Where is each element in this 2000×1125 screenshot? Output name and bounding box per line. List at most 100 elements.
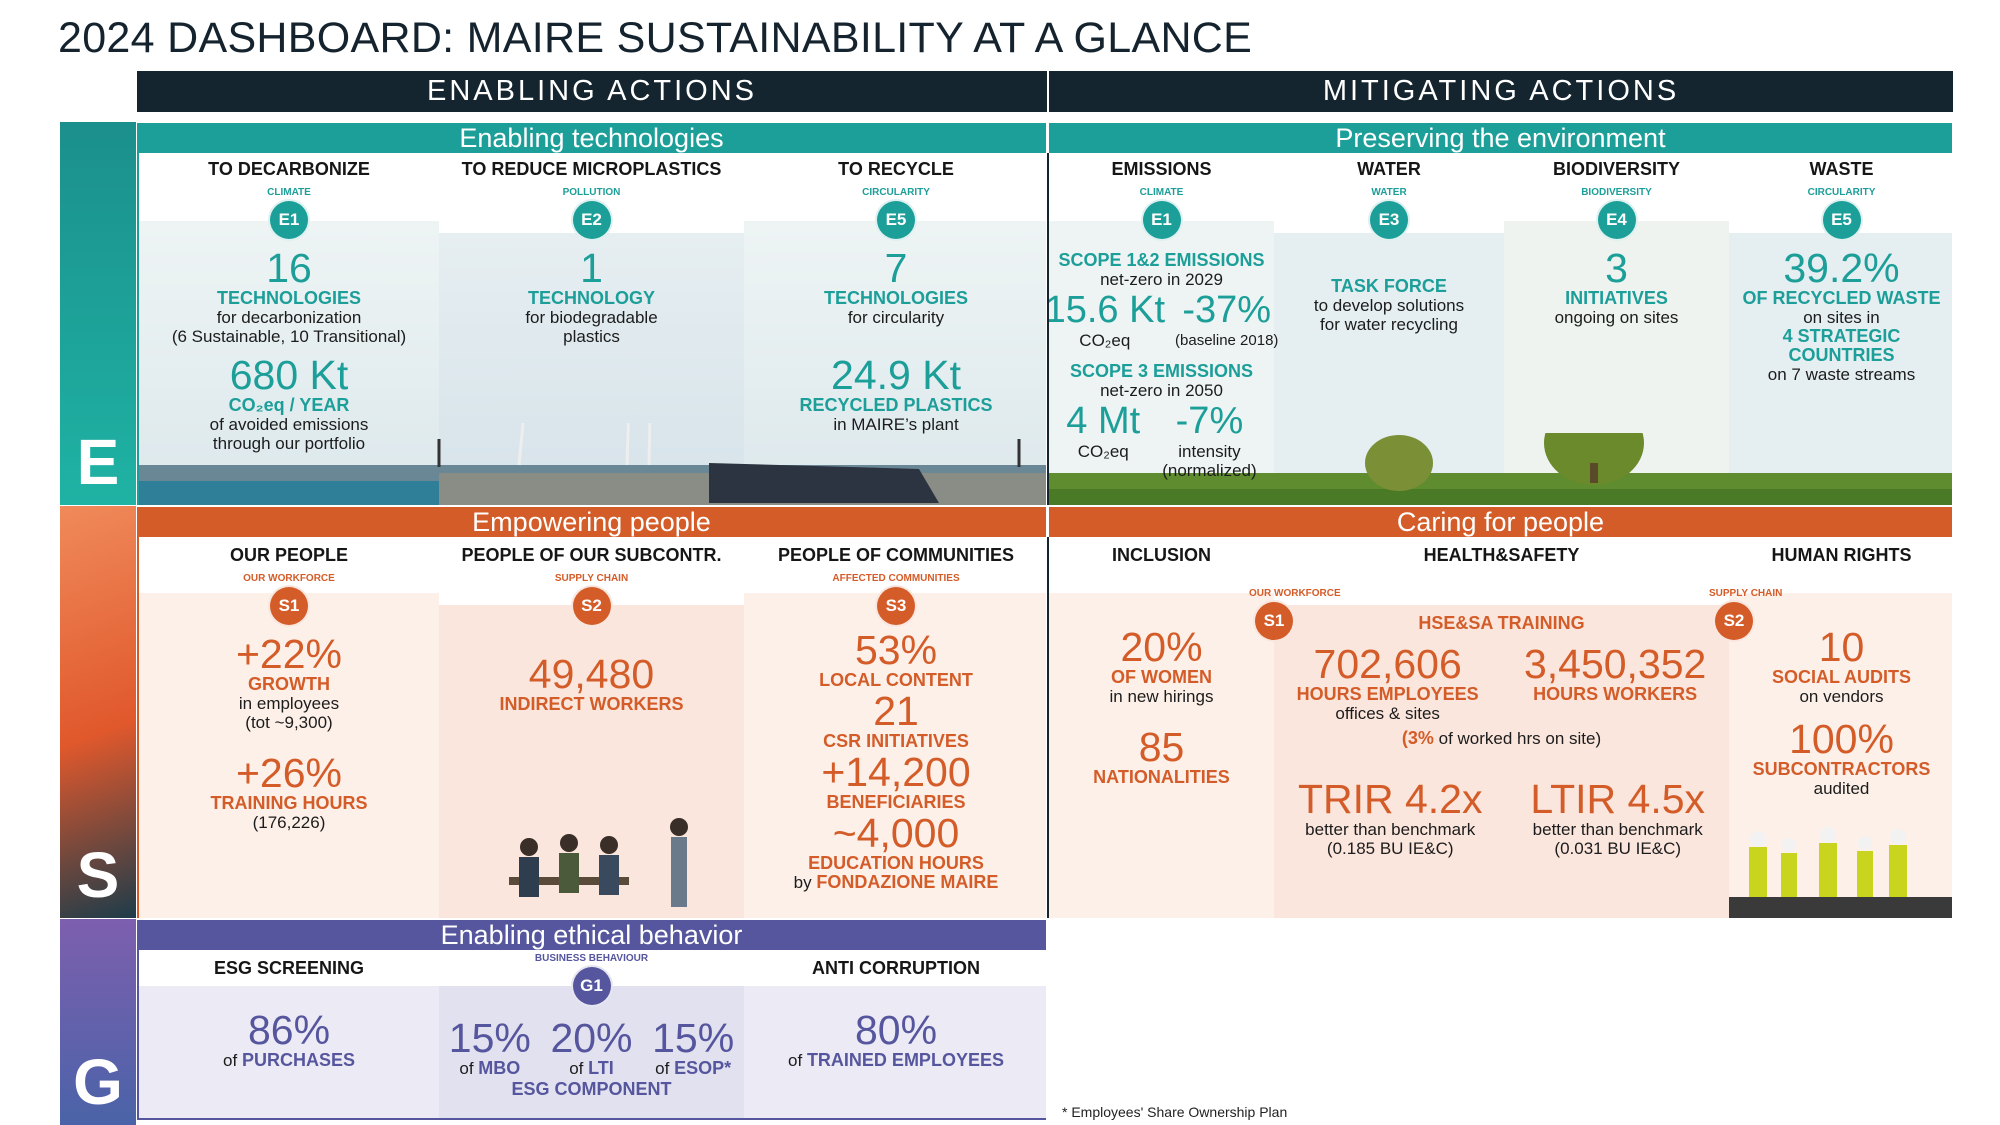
empowering-people-panel: OUR PEOPLE OUR WORKFORCE S1 +22% GROWTH … <box>137 537 1046 918</box>
empowering-people-header: Empowering people <box>137 507 1046 537</box>
page-title: 2024 DASHBOARD: MAIRE SUSTAINABILITY AT … <box>58 14 1253 62</box>
s1-badge-2: S1 <box>1253 600 1295 642</box>
lti-value: 20% <box>550 1015 633 1061</box>
onsite-percentage: (3% <box>1401 728 1434 748</box>
microplastics-desc-1: for biodegradable <box>525 308 658 327</box>
hours-employees-value: 702,606 <box>1313 641 1462 687</box>
fondazione-maire: FONDAZIONE MAIRE <box>816 872 999 892</box>
trained-employees-label: TRAINED EMPLOYEES <box>806 1050 1004 1070</box>
education-by: by <box>793 873 812 892</box>
recycled-waste-label: OF RECYCLED WASTE <box>1742 288 1941 308</box>
avoided-emissions-desc-1: of avoided emissions <box>209 415 369 434</box>
hr-badge-group: SUPPLY CHAIN S2 <box>1709 588 1783 642</box>
trir-value: TRIR 4.2x <box>1297 776 1483 822</box>
nationalities-value: 85 <box>1138 724 1185 770</box>
g1-badge: G1 <box>570 965 613 1007</box>
lti-label: LTI <box>588 1058 614 1078</box>
e5-badge-2: E5 <box>1820 199 1863 241</box>
indirect-workers-label: INDIRECT WORKERS <box>499 694 684 714</box>
climate-caption-2: CLIMATE <box>1139 187 1184 198</box>
hours-employees-desc: offices & sites <box>1335 704 1440 723</box>
scope3-intensity: intensity <box>1178 442 1241 461</box>
growth-label: GROWTH <box>248 674 330 694</box>
water-desc-2: for water recycling <box>1320 315 1458 334</box>
subcontractors-column: PEOPLE OF OUR SUBCONTR. SUPPLY CHAIN S2 … <box>439 545 744 714</box>
recycle-column: TO RECYCLE CIRCULARITY E5 7 TECHNOLOGIES… <box>744 159 1046 434</box>
emissions-heading: EMISSIONS <box>1111 159 1212 179</box>
waste-desc-2: on 7 waste streams <box>1767 365 1916 384</box>
scope3-value: 4 Mt <box>1066 400 1141 442</box>
growth-desc-1: in employees <box>238 694 340 713</box>
training-hours-desc: (176,226) <box>252 813 326 832</box>
women-desc: in new hirings <box>1109 687 1214 706</box>
supply-chain-caption: SUPPLY CHAIN <box>554 573 629 584</box>
scope12-sub: net-zero in 2029 <box>1100 270 1223 289</box>
ltir-desc-2: (0.031 BU IE&C) <box>1554 839 1682 858</box>
health-safety-column: HEALTH&SAFETY HSE&SA TRAINING 702,606 HO… <box>1274 545 1729 858</box>
esg-screening-column: ESG SCREENING 86% of PURCHASES <box>139 958 439 1070</box>
decarbonize-desc-1: for decarbonization <box>216 308 362 327</box>
scope12-baseline: (baseline 2018) <box>1175 332 1279 349</box>
decarbonize-technologies-value: 16 <box>266 245 312 291</box>
safety-workers-photo <box>1729 827 1952 918</box>
green-meadow-landscape <box>1049 433 1952 505</box>
emissions-column: EMISSIONS CLIMATE E1 SCOPE 1&2 EMISSIONS… <box>1049 159 1278 480</box>
pillar-g: G <box>60 919 136 1125</box>
trir-desc-1: better than benchmark <box>1305 820 1476 839</box>
recycle-technologies-value: 7 <box>884 245 908 291</box>
waste-heading: WASTE <box>1809 159 1874 179</box>
enabling-technologies-header: Enabling technologies <box>137 123 1046 153</box>
microplastics-desc-2: plastics <box>563 327 620 346</box>
biodiversity-desc: ongoing on sites <box>1554 308 1679 327</box>
water-heading: WATER <box>1357 159 1421 179</box>
s2-badge: S2 <box>570 585 613 627</box>
avoided-emissions-label: CO₂eq / YEAR <box>228 395 350 415</box>
recycled-plastics-desc: in MAIRE’s plant <box>833 415 959 434</box>
e3-badge: E3 <box>1368 199 1410 241</box>
climate-caption: CLIMATE <box>267 187 311 198</box>
subcontractors-audited-label: SUBCONTRACTORS <box>1752 759 1931 779</box>
recycled-plastics-label: RECYCLED PLASTICS <box>799 395 993 415</box>
pillar-s: S <box>60 506 136 918</box>
our-workforce-caption: OUR WORKFORCE <box>243 573 335 584</box>
preserving-environment-panel: EMISSIONS CLIMATE E1 SCOPE 1&2 EMISSIONS… <box>1047 153 1952 505</box>
scope12-label: SCOPE 1&2 EMISSIONS <box>1058 250 1265 270</box>
subcontractors-audited-value: 100% <box>1789 716 1894 762</box>
ethical-behavior-panel: ESG SCREENING 86% of PURCHASES BUSINESS … <box>137 950 1046 1120</box>
mbo-value: 15% <box>448 1015 531 1061</box>
scope3-sub: net-zero in 2050 <box>1100 381 1223 400</box>
decarbonize-heading: TO DECARBONIZE <box>208 159 370 179</box>
esop-label: ESOP* <box>674 1058 732 1078</box>
ltir-value: LTIR 4.5x <box>1530 776 1706 822</box>
hours-employees-label: HOURS EMPLOYEES <box>1296 684 1479 704</box>
recycle-heading: TO RECYCLE <box>838 159 954 179</box>
hse-training-label: HSE&SA TRAINING <box>1418 613 1585 633</box>
esop-of: of <box>655 1059 670 1078</box>
affected-communities-caption: AFFECTED COMMUNITIES <box>832 573 960 584</box>
subcontractors-audited-desc: audited <box>1813 779 1870 798</box>
human-rights-heading: HUMAN RIGHTS <box>1771 545 1912 565</box>
caring-for-people-header: Caring for people <box>1049 507 1952 537</box>
trained-of: of <box>788 1051 803 1070</box>
e1-badge-2: E1 <box>1140 199 1183 241</box>
training-hours-value: +26% <box>235 750 342 796</box>
supply-chain-caption-2: SUPPLY CHAIN <box>1709 588 1783 599</box>
circularity-caption-2: CIRCULARITY <box>1807 187 1876 198</box>
scope3-normalized: (normalized) <box>1162 461 1257 480</box>
communities-heading: PEOPLE OF COMMUNITIES <box>777 545 1014 565</box>
biodiversity-caption: BIODIVERSITY <box>1581 187 1652 198</box>
strategic-label-2: COUNTRIES <box>1788 345 1895 365</box>
ltir-desc-1: better than benchmark <box>1532 820 1703 839</box>
microplastics-heading: TO REDUCE MICROPLASTICS <box>461 159 722 179</box>
decarbonize-technologies-label: TECHNOLOGIES <box>216 288 361 308</box>
inclusion-column: INCLUSION 20% OF WOMEN in new hirings 85… <box>1049 545 1274 787</box>
scope3-reduction: -7% <box>1175 400 1244 442</box>
trir-desc-2: (0.185 BU IE&C) <box>1326 839 1454 858</box>
water-column: WATER WATER E3 TASK FORCE to develop sol… <box>1274 159 1504 334</box>
s1-badge: S1 <box>268 585 310 627</box>
scope3-unit: CO₂eq <box>1077 442 1129 461</box>
local-content-label: LOCAL CONTENT <box>819 670 973 690</box>
microplastics-column: TO REDUCE MICROPLASTICS POLLUTION E2 1 T… <box>439 159 744 346</box>
enabling-technologies-panel: TO DECARBONIZE CLIMATE E1 16 TECHNOLOGIE… <box>137 153 1046 505</box>
preserving-environment-header: Preserving the environment <box>1049 123 1952 153</box>
